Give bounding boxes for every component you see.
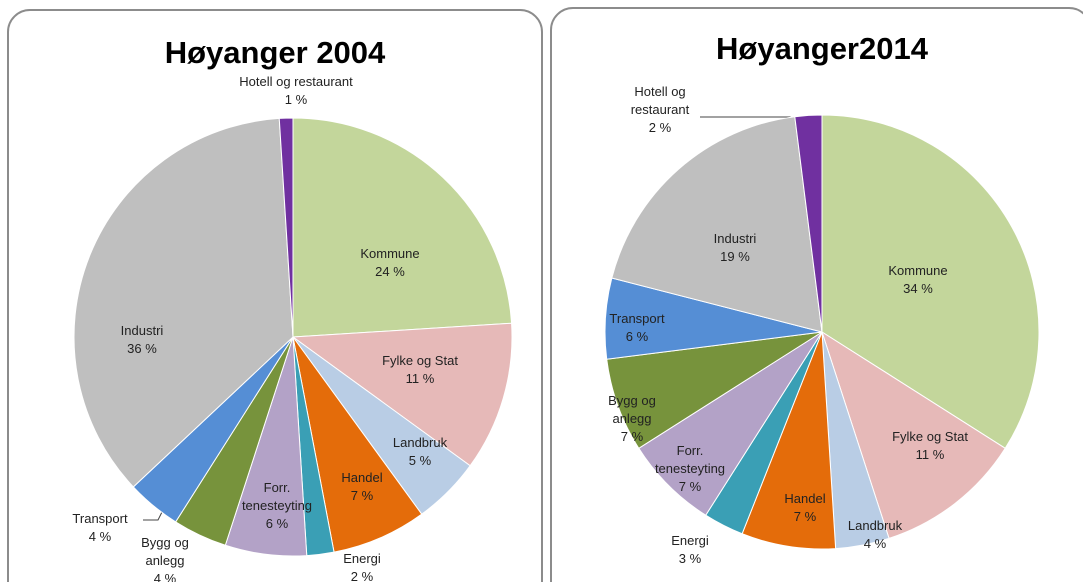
slice-label: Hotell og restaurant: [631, 84, 690, 117]
slice-label: Landbruk: [393, 435, 448, 450]
slice-label: Handel: [341, 470, 382, 485]
value-label: 2 %: [351, 569, 374, 582]
chart-title: Høyanger2014: [716, 31, 929, 66]
value-label: 6 %: [626, 329, 649, 344]
pie-slice: [292, 117, 513, 338]
value-label: 7 %: [679, 479, 702, 494]
slice-label: Forr. tenesteyting: [655, 443, 725, 476]
slice-label: Handel: [784, 491, 825, 506]
value-label: 6 %: [266, 516, 289, 531]
pie-slice: [73, 117, 294, 488]
value-label: 24 %: [375, 264, 405, 279]
slice-label: Forr. tenesteyting: [242, 480, 312, 513]
slice-label: Transport: [72, 511, 128, 526]
pie-slice: [821, 114, 1040, 449]
slice-label: Kommune: [888, 263, 947, 278]
slice-label: Kommune: [360, 246, 419, 261]
pie-slice: [794, 114, 823, 333]
value-label: 36 %: [127, 341, 157, 356]
value-label: 34 %: [903, 281, 933, 296]
slice-label: Industri: [714, 231, 757, 246]
pie-slice: [291, 322, 513, 467]
slice-label: Bygg og anlegg: [608, 393, 656, 426]
value-label: 4 %: [89, 529, 112, 544]
value-label: 4 %: [864, 536, 887, 551]
slice-label: Transport: [609, 311, 665, 326]
slice-label: Fylke og Stat: [382, 353, 458, 368]
slice-label: Energi: [671, 533, 709, 548]
value-label: 1 %: [285, 92, 308, 107]
value-label: 11 %: [406, 371, 435, 386]
slice-label: Fylke og Stat: [892, 429, 968, 444]
value-label: 7 %: [621, 429, 644, 444]
pie-slice: [278, 117, 294, 338]
value-label: 7 %: [794, 509, 817, 524]
leader-line: [143, 511, 163, 521]
value-label: 5 %: [409, 453, 432, 468]
slice-label: Industri: [121, 323, 164, 338]
value-label: 19 %: [720, 249, 750, 264]
slice-label: Bygg og anlegg: [141, 535, 189, 568]
value-label: 7 %: [351, 488, 374, 503]
value-label: 4 %: [154, 571, 177, 582]
value-label: 11 %: [916, 447, 945, 462]
pie-slice: [611, 116, 823, 333]
slice-label: Energi: [343, 551, 381, 566]
value-label: 2 %: [649, 120, 672, 135]
chart-title: Høyanger 2004: [165, 35, 386, 70]
slice-label: Landbruk: [848, 518, 903, 533]
pie-slice: [821, 330, 1006, 540]
value-label: 3 %: [679, 551, 702, 566]
slice-label: Hotell og restaurant: [239, 74, 353, 89]
